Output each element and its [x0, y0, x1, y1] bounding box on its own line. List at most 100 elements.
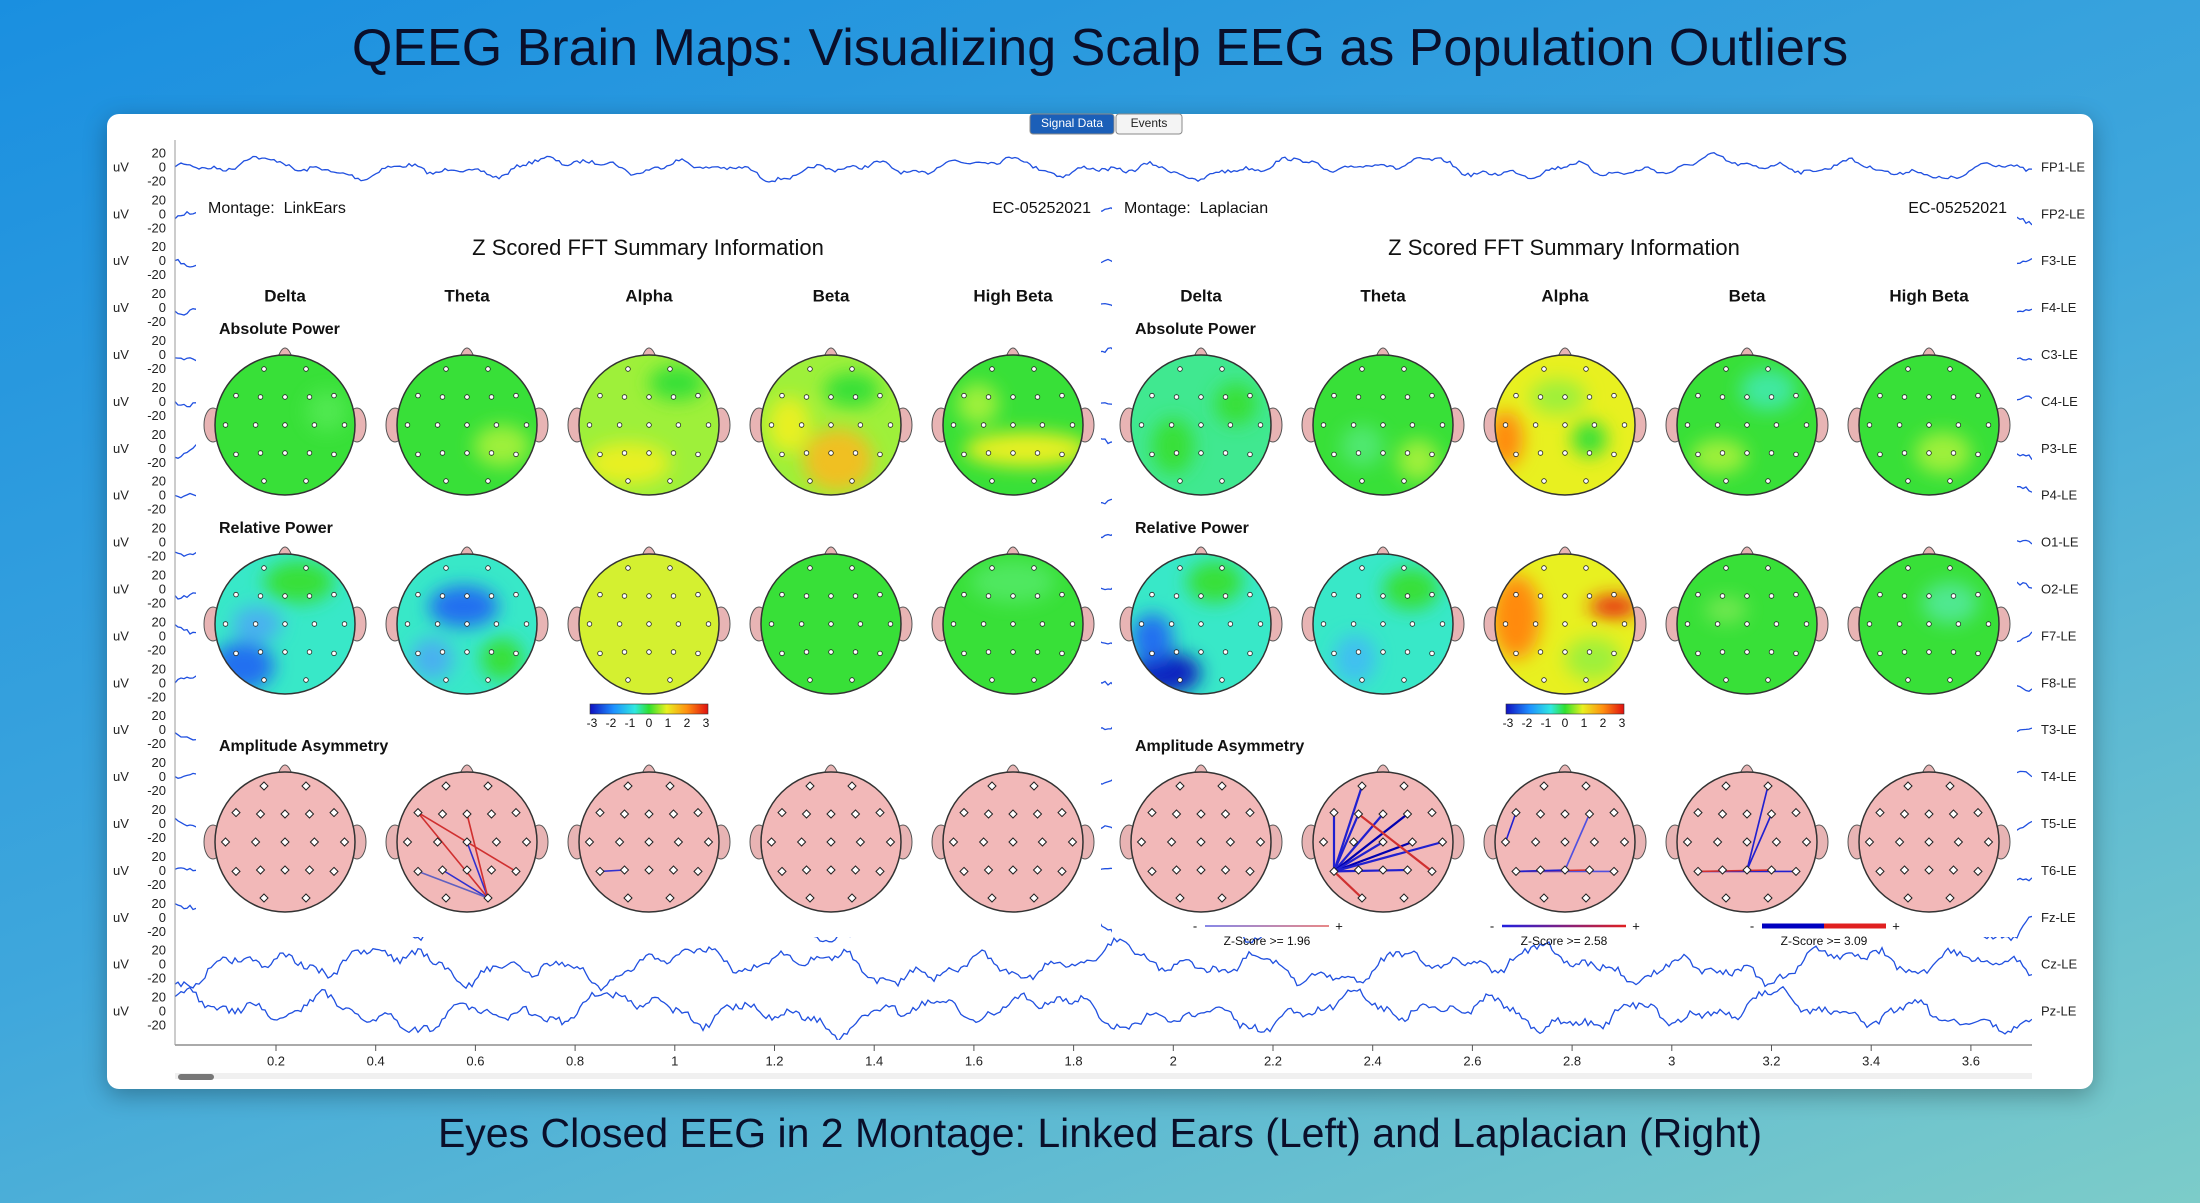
electrode — [255, 865, 266, 875]
tab-label[interactable]: Events — [1131, 116, 1168, 130]
time-tick-label: 3 — [1668, 1053, 1675, 1068]
unit-label: uV — [113, 769, 129, 784]
head-outline — [214, 771, 356, 913]
electrode — [1771, 837, 1782, 847]
electrode — [959, 866, 969, 877]
electrode — [1380, 593, 1386, 599]
electrode — [950, 621, 957, 627]
channel-label: F8-LE — [2041, 675, 2077, 690]
amplitude-tick-label: 0 — [159, 253, 166, 268]
electrode — [404, 422, 411, 428]
amplitude-tick-label: -20 — [147, 220, 166, 235]
electrode — [1247, 591, 1253, 598]
electrode — [1355, 394, 1362, 400]
electrode — [341, 422, 348, 428]
electrode — [523, 621, 530, 627]
electrode — [849, 565, 855, 571]
row-label: Amplitude Asymmetry — [1135, 738, 1304, 755]
electrode — [961, 650, 967, 657]
electrode — [777, 866, 787, 877]
electrode — [847, 781, 857, 791]
legend-minus: - — [1750, 918, 1754, 933]
electrode — [282, 422, 288, 428]
electrode — [1801, 837, 1812, 847]
channel-label: F3-LE — [2041, 253, 2077, 268]
electrode — [644, 809, 654, 819]
electrode — [1173, 593, 1180, 599]
electrode — [1059, 451, 1065, 458]
electrode — [1222, 649, 1229, 655]
heat-blob — [1187, 561, 1243, 603]
electrode — [695, 650, 701, 657]
electrode — [644, 865, 654, 875]
electrode — [1380, 649, 1386, 655]
electrode — [1530, 837, 1541, 847]
electrode — [415, 451, 421, 458]
heat-blob — [1915, 432, 1971, 474]
electrode — [887, 422, 894, 428]
electrode — [1803, 621, 1810, 627]
electrode — [1008, 865, 1018, 875]
electrode — [1903, 893, 1913, 903]
amplitude-tick-label: -20 — [147, 689, 166, 704]
scrollbar-thumb[interactable] — [178, 1074, 214, 1080]
electrode — [311, 621, 318, 627]
electrode — [852, 394, 859, 400]
electrode — [621, 450, 628, 456]
electrode — [280, 837, 290, 847]
electrode — [1562, 450, 1568, 456]
electrode — [1331, 650, 1337, 657]
amplitude-tick-label: 0 — [159, 300, 166, 315]
electrode — [1380, 621, 1386, 627]
electrode — [1583, 366, 1589, 372]
heat-blob — [957, 383, 999, 425]
heat-blob — [264, 561, 334, 603]
head-outline — [942, 771, 1084, 913]
heat-blobs — [1705, 596, 1747, 624]
electrode — [404, 621, 411, 627]
heat-blobs — [971, 561, 1055, 603]
heat-blob — [1705, 596, 1747, 624]
electrode — [1905, 565, 1911, 571]
electrode — [1609, 807, 1619, 818]
electrode — [222, 422, 229, 428]
electrode — [1541, 677, 1547, 683]
heat-blob-layer — [1495, 575, 1635, 680]
heat-blob-layer — [474, 425, 530, 467]
electrode — [1586, 649, 1593, 655]
electrode — [1219, 366, 1225, 372]
band-label: Delta — [1180, 286, 1222, 305]
channel-label: C3-LE — [2041, 347, 2078, 362]
heat-blob — [1152, 418, 1194, 474]
tab[interactable] — [1115, 113, 1183, 135]
electrode — [1763, 781, 1773, 791]
tab[interactable] — [1029, 113, 1115, 135]
electrode — [1682, 837, 1693, 847]
heat-blobs — [1922, 582, 1978, 624]
heat-blob — [971, 561, 1055, 603]
amplitude-tick-label: 0 — [159, 628, 166, 643]
electrode — [1404, 593, 1411, 599]
electrode — [623, 893, 633, 903]
electrode — [1427, 807, 1437, 818]
electrode — [1773, 621, 1780, 627]
page-title: QEEG Brain Maps: Visualizing Scalp EEG a… — [351, 19, 1849, 77]
time-tick-label: 0.4 — [367, 1053, 385, 1068]
electrode — [491, 837, 502, 847]
head-outline — [1312, 771, 1454, 913]
electrode — [1034, 450, 1041, 456]
electrode — [1712, 837, 1723, 847]
amplitude-tick-label: -20 — [147, 924, 166, 939]
amplitude-tick-label: -20 — [147, 408, 166, 423]
amplitude-tick-label: 0 — [159, 722, 166, 737]
electrode — [233, 392, 239, 399]
tab-label[interactable]: Signal Data — [1041, 116, 1103, 130]
time-tick-label: 3.2 — [1762, 1053, 1780, 1068]
electrode — [1331, 451, 1337, 458]
heat-blob-layer — [306, 390, 348, 432]
head-outline — [942, 354, 1084, 496]
color-scale-label: 0 — [646, 716, 653, 730]
electrode — [1586, 450, 1593, 456]
electrode — [331, 392, 337, 399]
electrode — [1926, 621, 1932, 627]
